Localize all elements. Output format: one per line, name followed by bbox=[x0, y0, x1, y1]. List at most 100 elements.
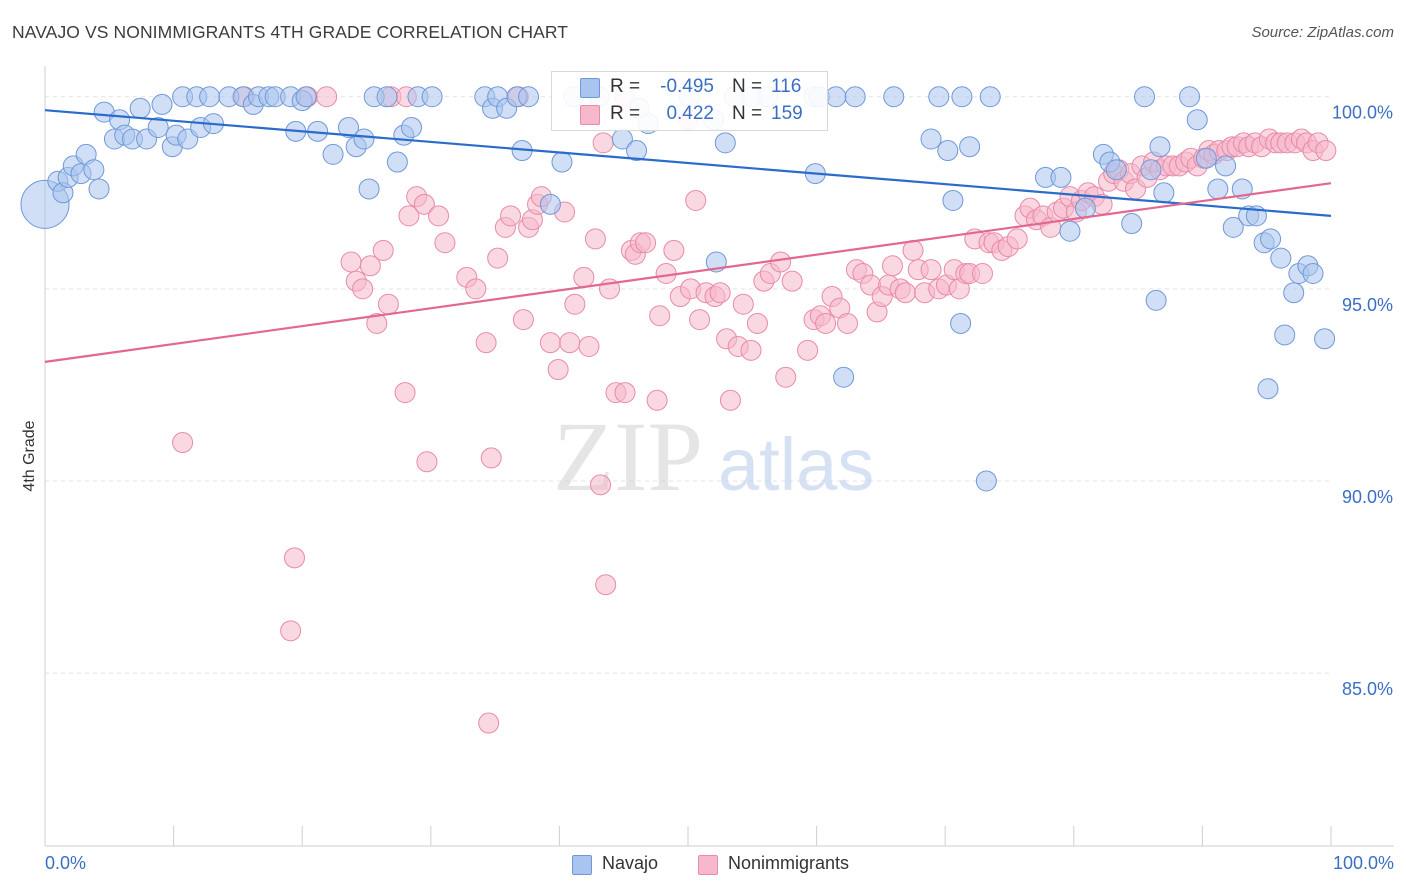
nonimmigrants-point bbox=[646, 389, 668, 411]
navajo-point bbox=[959, 136, 981, 158]
n-value: 159 bbox=[771, 103, 803, 124]
navajo-point bbox=[386, 151, 408, 173]
navajo-point bbox=[1121, 213, 1143, 235]
navajo-swatch bbox=[572, 855, 592, 875]
chart-title: NAVAJO VS NONIMMIGRANTS 4TH GRADE CORREL… bbox=[12, 22, 569, 42]
nonimmigrants-point bbox=[487, 247, 509, 269]
watermark-zip: ZIP bbox=[553, 401, 703, 512]
nonimmigrants-point bbox=[685, 189, 707, 211]
n-label: N = bbox=[732, 76, 763, 97]
nonimmigrants-point bbox=[283, 547, 305, 569]
navajo-point bbox=[1314, 328, 1336, 350]
nonimmigrants-point bbox=[689, 309, 711, 331]
x-tick-label: 100.0% bbox=[1333, 853, 1394, 873]
navajo-point bbox=[83, 159, 105, 181]
navajo-point bbox=[1153, 182, 1175, 204]
navajo-swatch bbox=[580, 78, 600, 98]
nonimmigrants-point bbox=[740, 339, 762, 361]
y-tick-label: 90.0% bbox=[1342, 487, 1393, 507]
navajo-point bbox=[322, 143, 344, 165]
navajo-point bbox=[295, 86, 317, 108]
y-tick-label: 100.0% bbox=[1332, 103, 1393, 123]
nonimmigrants-point bbox=[573, 266, 595, 288]
navajo-point bbox=[975, 470, 997, 492]
r-label: R = bbox=[610, 76, 641, 97]
watermark-atlas: atlas bbox=[718, 423, 874, 506]
navajo-point bbox=[401, 116, 423, 138]
nonimmigrants-point bbox=[1006, 228, 1028, 250]
navajo-point bbox=[1260, 228, 1282, 250]
nonimmigrants-point bbox=[578, 335, 600, 357]
navajo-point bbox=[714, 132, 736, 154]
navajo-point bbox=[147, 116, 169, 138]
nonimmigrants-point bbox=[475, 332, 497, 354]
navajo-point bbox=[950, 312, 972, 334]
navajo-point bbox=[539, 193, 561, 215]
navajo-point bbox=[825, 86, 847, 108]
navajo-point bbox=[1186, 109, 1208, 131]
navajo-point bbox=[1105, 159, 1127, 181]
navajo-point bbox=[1074, 197, 1096, 219]
chart-source: Source: ZipAtlas.com bbox=[1251, 24, 1394, 41]
navajo-point bbox=[920, 128, 942, 150]
navajo-point bbox=[1274, 324, 1296, 346]
navajo-point bbox=[1050, 166, 1072, 188]
nonimmigrants-point bbox=[172, 432, 194, 454]
nonimmigrants-swatch bbox=[698, 855, 718, 875]
nonimmigrants-point bbox=[340, 251, 362, 273]
trend-lines bbox=[44, 109, 1332, 363]
navajo-point bbox=[88, 178, 110, 200]
nonimmigrants-point bbox=[797, 339, 819, 361]
legend-label: Navajo bbox=[602, 853, 659, 873]
nonimmigrants-point bbox=[434, 232, 456, 254]
nonimmigrants-point bbox=[428, 205, 450, 227]
nonimmigrants-point bbox=[398, 205, 420, 227]
navajo-point bbox=[199, 86, 221, 108]
r-value: -0.495 bbox=[660, 76, 714, 97]
navajo-point bbox=[353, 128, 375, 150]
navajo-point bbox=[833, 366, 855, 388]
nonimmigrants-point bbox=[394, 382, 416, 404]
nonimmigrants-point bbox=[902, 239, 924, 261]
nonimmigrants-point bbox=[500, 205, 522, 227]
navajo-point bbox=[979, 86, 1001, 108]
nonimmigrants-point bbox=[635, 232, 657, 254]
n-label: N = bbox=[732, 103, 763, 124]
nonimmigrants-point bbox=[559, 332, 581, 354]
navajo-point bbox=[1215, 155, 1237, 177]
navajo-point bbox=[1059, 220, 1081, 242]
nonimmigrants-point bbox=[413, 193, 435, 215]
nonimmigrants-point bbox=[732, 293, 754, 315]
r-value: 0.422 bbox=[666, 103, 714, 124]
navajo-point bbox=[1207, 178, 1229, 200]
nonimmigrants-point bbox=[280, 620, 302, 642]
nonimmigrants-point bbox=[478, 712, 500, 734]
r-label: R = bbox=[610, 103, 641, 124]
navajo-point bbox=[1149, 136, 1171, 158]
navajo-point bbox=[1134, 86, 1156, 108]
nonimmigrants-point bbox=[416, 451, 438, 473]
nonimmigrants-point bbox=[781, 270, 803, 292]
nonimmigrants-point bbox=[316, 86, 338, 108]
navajo-point bbox=[1179, 86, 1201, 108]
navajo-point bbox=[1302, 262, 1324, 284]
x-tick-label: 0.0% bbox=[45, 853, 86, 873]
nonimmigrants-trend-line bbox=[44, 182, 1332, 363]
nonimmigrants-point bbox=[564, 293, 586, 315]
nonimmigrants-point bbox=[649, 305, 671, 327]
nonimmigrants-point bbox=[512, 309, 534, 331]
navajo-point bbox=[1145, 289, 1167, 311]
nonimmigrants-point bbox=[547, 359, 569, 381]
n-value: 116 bbox=[771, 76, 802, 97]
nonimmigrants-point bbox=[359, 255, 381, 277]
navajo-point bbox=[1257, 378, 1279, 400]
navajo-point bbox=[883, 86, 905, 108]
watermark: ZIP atlas bbox=[553, 401, 874, 512]
navajo-point bbox=[942, 189, 964, 211]
nonimmigrants-point bbox=[584, 228, 606, 250]
navajo-point bbox=[376, 86, 398, 108]
nonimmigrants-point bbox=[592, 132, 614, 154]
navajo-point bbox=[928, 86, 950, 108]
y-tick-labels: 100.0% 95.0% 90.0% 85.0% bbox=[1332, 103, 1393, 699]
